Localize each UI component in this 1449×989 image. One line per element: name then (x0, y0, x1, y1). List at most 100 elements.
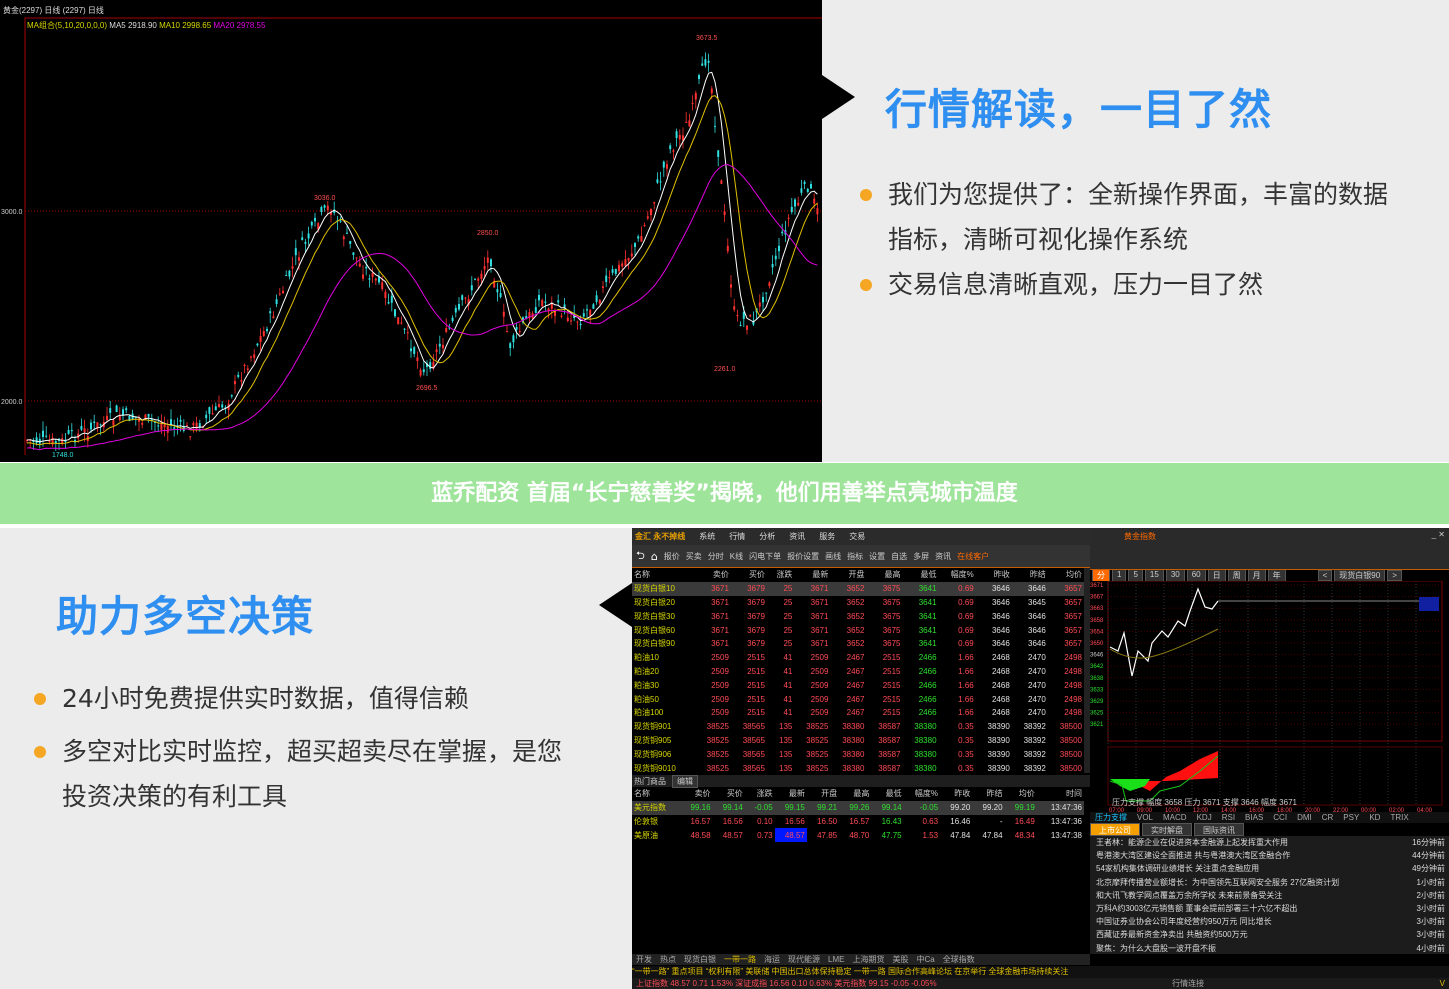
indicator-tab[interactable]: CR (1321, 813, 1334, 822)
instrument-select[interactable]: 现货白银90 (1334, 570, 1386, 581)
window-controls[interactable]: _ ✕ (1431, 530, 1445, 539)
indicator-tab[interactable]: 压力支撑 (1095, 813, 1127, 822)
toolbar-button[interactable]: 在线客户 (957, 551, 990, 561)
period-button[interactable]: 15 (1144, 570, 1164, 581)
table-row[interactable]: 粕油100 2509 2515 41 2509 2467 2515 2466 1.66 2468 2… (632, 706, 1084, 720)
next-instrument[interactable]: > (1387, 570, 1402, 581)
toolbar-button[interactable]: 自选 (891, 551, 908, 561)
bottom-tab[interactable]: LME (828, 955, 845, 964)
indicator-tab[interactable]: KD (1369, 813, 1381, 822)
menu-item[interactable]: 系统 (699, 532, 716, 541)
news-item[interactable]: 中国证券业协会公司年度经营约950万元 同比增长 3小时前 (1090, 915, 1449, 928)
home-icon[interactable]: ⌂ (650, 549, 658, 563)
toolbar-button[interactable]: 分时 (707, 551, 724, 561)
news-item[interactable]: 万科A约3003亿元销售额 董事会提前部署三十六亿不超出 3小时前 (1090, 902, 1449, 915)
indicator-tab[interactable]: TRIX (1390, 813, 1409, 822)
period-button[interactable]: 30 (1165, 570, 1185, 581)
news-tab[interactable]: 上市公司 (1090, 823, 1140, 836)
table-row[interactable]: 现货铜905 38525 38565 135 38525 38380 38587 38380 0… (632, 734, 1084, 748)
table-row[interactable]: 美元指数 99.16 99.14 -0.05 99.15 99.21 99.26 99.14 -… (632, 800, 1084, 815)
toolbar-button[interactable]: 画线 (825, 551, 842, 561)
toolbar-button[interactable]: 买卖 (685, 551, 702, 561)
table-row[interactable]: 现货白银60 3671 3679 25 3671 3652 3675 3641 0.69 3646… (632, 623, 1084, 637)
period-button[interactable]: 月 (1247, 570, 1266, 581)
indicator-tab[interactable]: MACD (1163, 813, 1187, 822)
back-icon[interactable]: ⮌ (636, 548, 645, 562)
toolbar-button[interactable]: 闪电下单 (749, 551, 782, 561)
table-row[interactable]: 粕油30 2509 2515 41 2509 2467 2515 2466 1.66 2468 24… (632, 678, 1084, 692)
menu-item[interactable]: 资讯 (789, 532, 806, 541)
period-button[interactable]: 年 (1267, 570, 1286, 581)
indicator-tab[interactable]: CCI (1273, 813, 1288, 822)
table-row[interactable]: 现货白银20 3671 3679 25 3671 3652 3675 3641 0.69 3646… (632, 596, 1084, 610)
candle-body (630, 253, 633, 257)
bottom-tab[interactable]: 现代能源 (788, 955, 820, 964)
scrollbar[interactable] (1084, 568, 1090, 773)
table-row[interactable]: 伦敦银 16.57 16.56 0.10 16.56 16.50 16.57 16.43 0.6… (632, 815, 1084, 829)
table-row[interactable]: 现货白银10 3671 3679 25 3671 3652 3675 3641 0.69 3646… (632, 581, 1084, 596)
toolbar-button[interactable]: 多屏 (913, 551, 930, 561)
bottom-tab[interactable]: 开发 (636, 955, 652, 964)
table-row[interactable]: 粕油10 2509 2515 41 2509 2467 2515 2466 1.66 2468 24… (632, 651, 1084, 665)
news-item[interactable]: 粤港澳大湾区建设全面推进 共与粤港澳大湾区金融合作 44分钟前 (1090, 849, 1449, 862)
period-button[interactable]: 日 (1207, 570, 1226, 581)
menu-item[interactable]: 分析 (759, 532, 776, 541)
table-row[interactable]: 现货白银30 3671 3679 25 3671 3652 3675 3641 0.69 3646… (632, 609, 1084, 623)
table-row[interactable]: 现货铜901 38525 38565 135 38525 38380 38587 38380 0… (632, 720, 1084, 734)
news-tab[interactable]: 实时解盘 (1142, 823, 1192, 836)
table-cell: 38392 (1023, 749, 1046, 759)
hot-tab[interactable]: 热门商品 (634, 776, 666, 786)
indicator-tab[interactable]: DMI (1297, 813, 1312, 822)
column-header: 均价 (1066, 570, 1082, 580)
table-row[interactable]: 现货铜9010 38525 38565 135 38525 38380 38587 38380… (632, 761, 1084, 775)
menu-item[interactable]: 行情 (729, 532, 746, 541)
bottom-tab[interactable]: 现货白银 (684, 955, 716, 964)
toolbar-button[interactable]: 设置 (869, 551, 886, 561)
candle-body (211, 413, 214, 415)
indicator-tab[interactable]: VOL (1137, 813, 1154, 822)
bottom-tab[interactable]: 中Ca (916, 955, 935, 964)
menu-item[interactable]: 服务 (819, 532, 836, 541)
table-row[interactable]: 现货铜906 38525 38565 135 38525 38380 38587 38380 0… (632, 747, 1084, 761)
toolbar-button[interactable]: 资讯 (935, 551, 952, 561)
toolbar-button[interactable]: 报价设置 (787, 551, 820, 561)
bottom-tab[interactable]: 海运 (764, 955, 780, 964)
bottom-tab[interactable]: 全球指数 (942, 955, 975, 964)
table-row[interactable]: 美原油 48.58 48.57 0.73 48.57 47.85 48.70 47.75 1.5… (632, 828, 1084, 843)
indicator-tab[interactable]: BIAS (1245, 813, 1264, 822)
prev-instrument[interactable]: < (1317, 570, 1333, 581)
news-item[interactable]: 西藏证券最新资金净卖出 共融资约500万元 3小时前 (1090, 928, 1449, 941)
news-item[interactable]: 聚焦：为什么大盘股一波开盘不振 4小时前 (1090, 942, 1449, 955)
time-tick: 09:00 (1137, 808, 1153, 814)
news-item[interactable]: 王者林：能源企业在促进资本金融源上起发挥重大作用 16分钟前 (1090, 836, 1449, 849)
bottom-tab[interactable]: 上海期货 (852, 955, 885, 964)
table-row[interactable]: 粕油50 2509 2515 41 2509 2467 2515 2466 1.66 2468 24… (632, 692, 1084, 706)
indicator-tab[interactable]: PSY (1343, 813, 1360, 822)
indicator-tab[interactable]: KDJ (1196, 813, 1212, 822)
news-item[interactable]: 北京摩拜传播营业额增长：为中国领先互联网安全服务 27亿融资计划 1小时前 (1090, 876, 1449, 889)
period-button[interactable]: 周 (1227, 570, 1246, 581)
toolbar-button[interactable]: 指标 (847, 551, 864, 561)
news-tab[interactable]: 国际资讯 (1194, 823, 1244, 836)
candle-body (810, 184, 812, 189)
table-row[interactable]: 现货白银90 3671 3679 25 3671 3652 3675 3641 0.69 3646… (632, 637, 1084, 651)
indicator-tab[interactable]: RSI (1221, 813, 1236, 822)
toolbar-button[interactable]: K线 (729, 551, 744, 561)
bottom-tab[interactable]: 热点 (660, 955, 676, 964)
news-item[interactable]: 和大讯飞教学网点覆盖万余所学校 未来前景备受关注 2小时前 (1090, 889, 1449, 902)
menu-item[interactable]: 交易 (849, 532, 866, 541)
news-ticker[interactable]: “一带一路” 重点项目 “权利有限” 美联储 中国出口总体保持稳定 一带一路 国… (632, 966, 1449, 978)
toolbar-button[interactable]: 报价 (663, 551, 680, 561)
bottom-tab[interactable]: 一带一路 (724, 955, 756, 964)
period-button[interactable]: 分 (1092, 570, 1110, 581)
edit-button[interactable]: 编辑 (672, 774, 698, 788)
candle-body (304, 241, 307, 244)
period-button[interactable]: 5 (1128, 570, 1143, 581)
table-row[interactable]: 粕油20 2509 2515 41 2509 2467 2515 2466 1.66 2468 24… (632, 665, 1084, 679)
period-button[interactable]: 60 (1186, 570, 1206, 581)
candle-body (397, 317, 400, 325)
headline-banner[interactable]: 蓝乔配资 首届“长宁慈善奖”揭晓，他们用善举点亮城市温度 (0, 463, 1449, 524)
bottom-tab[interactable]: 美股 (892, 955, 909, 964)
period-button[interactable]: 1 (1112, 570, 1127, 581)
news-item[interactable]: 54家机构集体调研业绩增长 关注重点金融应用 49分钟前 (1090, 862, 1449, 875)
